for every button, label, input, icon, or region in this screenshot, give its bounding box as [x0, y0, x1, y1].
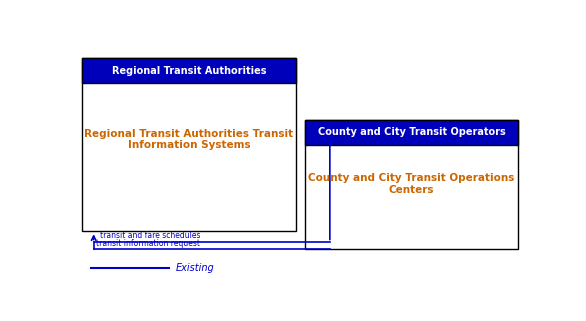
- Text: Existing: Existing: [175, 264, 214, 273]
- Text: County and City Transit Operations
Centers: County and City Transit Operations Cente…: [308, 173, 515, 195]
- Bar: [305, 120, 519, 145]
- Text: Regional Transit Authorities: Regional Transit Authorities: [112, 66, 266, 76]
- Text: transit and fare schedules: transit and fare schedules: [101, 231, 201, 240]
- Bar: [305, 120, 519, 248]
- Bar: [82, 58, 296, 83]
- Text: Regional Transit Authorities Transit
Information Systems: Regional Transit Authorities Transit Inf…: [84, 129, 294, 150]
- Text: County and City Transit Operators: County and City Transit Operators: [318, 127, 506, 137]
- Text: transit information request: transit information request: [96, 239, 200, 247]
- Bar: [82, 58, 296, 231]
